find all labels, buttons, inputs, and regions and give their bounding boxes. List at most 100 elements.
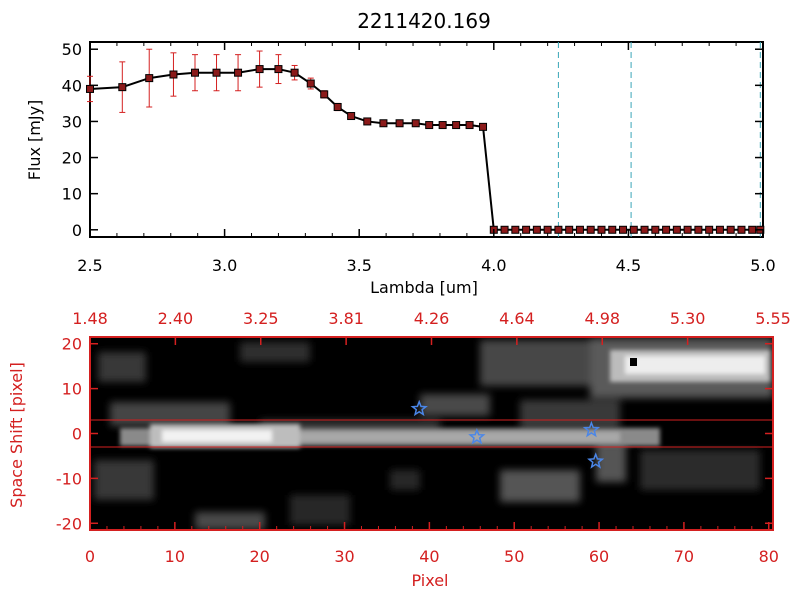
shift-tick-label-0: -20 xyxy=(56,514,82,533)
peak-pixel-marker xyxy=(630,358,637,366)
star-marker-0 xyxy=(410,399,428,417)
data-point-19 xyxy=(438,121,447,130)
image-y-ticks: -20 -10 0 10 20 xyxy=(56,335,773,533)
pixel-tick-label-7: 70 xyxy=(674,547,694,566)
pixel-tick-label-2: 20 xyxy=(250,547,270,566)
data-point-18 xyxy=(425,121,434,130)
data-point-28 xyxy=(543,225,552,234)
shift-tick-label-4: 20 xyxy=(62,335,82,354)
x-tick-label-2: 3.5 xyxy=(346,256,371,275)
x-tick-label-4: 4.5 xyxy=(616,256,641,275)
wavelength-tick-label-1: 2.40 xyxy=(158,309,194,328)
x-tick-label-0: 2.5 xyxy=(77,256,102,275)
data-point-38 xyxy=(651,225,660,234)
data-point-44 xyxy=(715,225,724,234)
data-point-15 xyxy=(379,119,388,128)
data-point-6 xyxy=(234,68,243,77)
data-point-1 xyxy=(118,83,127,92)
data-point-39 xyxy=(662,225,671,234)
shift-tick-label-3: 10 xyxy=(62,380,82,399)
data-point-2 xyxy=(145,74,154,83)
data-point-45 xyxy=(726,225,735,234)
shift-tick-label-2: 0 xyxy=(72,425,82,444)
data-point-32 xyxy=(586,225,595,234)
data-point-9 xyxy=(290,68,299,77)
y-tick-label-4: 40 xyxy=(62,76,82,95)
data-point-17 xyxy=(411,119,420,128)
pixel-tick-label-4: 40 xyxy=(419,547,439,566)
y-tick-label-5: 50 xyxy=(62,40,82,59)
data-point-31 xyxy=(575,225,584,234)
data-point-3 xyxy=(169,70,178,79)
data-point-16 xyxy=(395,119,404,128)
data-point-46 xyxy=(737,225,746,234)
image-top-wavelength-ticks: 1.48 2.40 3.25 3.81 4.26 4.64 4.98 5.30 5.55 xyxy=(72,309,791,345)
data-point-13 xyxy=(347,112,356,121)
wavelength-tick-label-5: 4.64 xyxy=(499,309,535,328)
spectrum-series-line xyxy=(89,68,761,231)
data-point-42 xyxy=(694,225,703,234)
wavelength-tick-label-2: 3.25 xyxy=(243,309,279,328)
spectrum-y-ticks: 0 10 20 30 40 50 xyxy=(62,40,763,240)
aperture-lines xyxy=(90,419,773,448)
pixel-tick-label-8: 80 xyxy=(759,547,779,566)
data-point-25 xyxy=(511,225,520,234)
data-point-21 xyxy=(465,121,474,130)
wavelength-tick-label-3: 3.81 xyxy=(328,309,364,328)
star-marker-2 xyxy=(582,420,601,438)
data-point-22 xyxy=(479,122,488,131)
wavelength-tick-label-4: 4.26 xyxy=(414,309,450,328)
wavelength-tick-label-6: 4.98 xyxy=(584,309,620,328)
data-point-30 xyxy=(565,225,574,234)
wavelength-tick-label-7: 5.30 xyxy=(670,309,706,328)
shift-tick-label-1: -10 xyxy=(56,469,82,488)
data-point-27 xyxy=(532,225,541,234)
spectrum-error-bars xyxy=(87,48,487,130)
data-point-7 xyxy=(255,65,264,74)
data-point-29 xyxy=(554,225,563,234)
spectrum-x-axis-label: Lambda [um] xyxy=(370,278,478,297)
y-tick-label-3: 30 xyxy=(62,112,82,131)
star-marker-3 xyxy=(587,452,605,469)
spatial-image xyxy=(90,337,773,530)
data-point-0 xyxy=(86,84,94,93)
data-point-26 xyxy=(522,225,531,234)
image-x-axis-label: Pixel xyxy=(411,571,448,590)
data-point-24 xyxy=(500,225,509,234)
spectrum-y-axis-label: Flux [mJy] xyxy=(25,100,44,181)
data-point-12 xyxy=(333,103,342,111)
x-tick-label-1: 3.0 xyxy=(212,256,237,275)
image-x-ticks: 0 10 20 30 40 50 60 70 80 xyxy=(85,522,779,566)
data-point-33 xyxy=(597,225,606,234)
spectrum-x-ticks: 2.5 3.0 3.5 4.0 4.5 5.0 xyxy=(77,42,776,275)
pixel-tick-label-0: 0 xyxy=(85,547,95,566)
data-point-47 xyxy=(748,225,757,234)
y-tick-label-1: 10 xyxy=(62,185,82,204)
data-point-20 xyxy=(452,121,461,130)
pixel-tick-label-3: 30 xyxy=(334,547,354,566)
image-y-axis-label: Space Shift [pixel] xyxy=(7,362,26,508)
data-point-43 xyxy=(705,225,714,234)
y-tick-label-2: 20 xyxy=(62,149,82,168)
pixel-tick-label-1: 10 xyxy=(165,547,185,566)
data-point-14 xyxy=(363,117,372,126)
spectrum-plot-frame xyxy=(89,41,764,238)
data-point-5 xyxy=(212,68,221,77)
data-point-11 xyxy=(320,90,329,99)
data-point-10 xyxy=(306,79,315,88)
data-point-4 xyxy=(190,68,199,77)
data-point-41 xyxy=(683,225,692,234)
wavelength-tick-label-8: 5.55 xyxy=(755,309,791,328)
spectrum-title: 2211420.169 xyxy=(357,9,491,33)
data-point-8 xyxy=(274,65,283,74)
spectrum-vlines xyxy=(557,42,761,237)
data-point-35 xyxy=(619,225,628,234)
x-tick-label-5: 5.0 xyxy=(750,256,775,275)
spatial-image-panel: 0 10 20 30 40 50 60 70 80 -20 -10 0 10 20 1.48 2.40 3.… xyxy=(7,309,791,590)
data-point-34 xyxy=(608,225,617,234)
x-tick-label-3: 4.0 xyxy=(481,256,506,275)
data-point-37 xyxy=(640,225,649,234)
star-marker-1 xyxy=(468,428,486,445)
wavelength-tick-label-0: 1.48 xyxy=(72,309,108,328)
